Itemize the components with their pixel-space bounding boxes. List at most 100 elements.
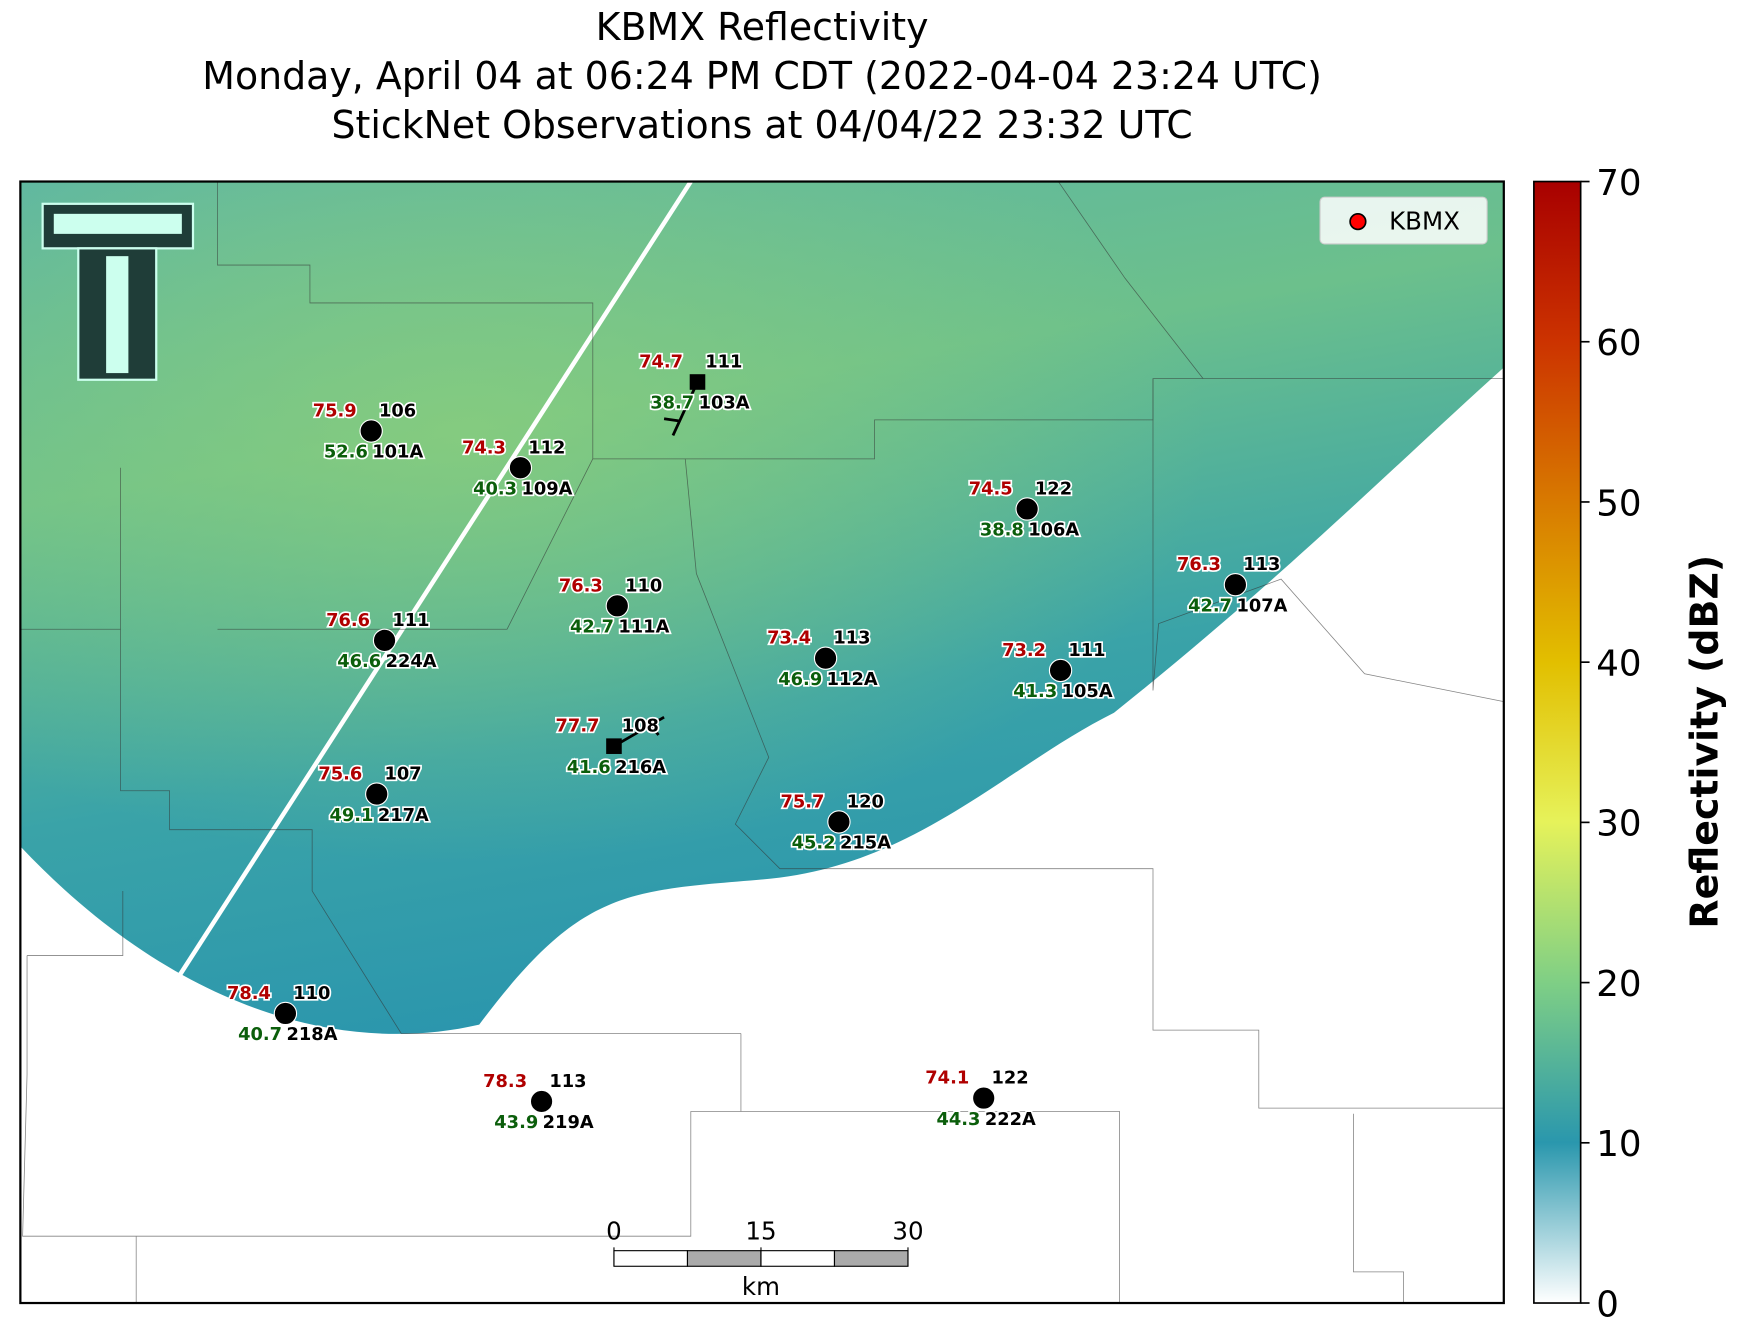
dewpoint: 41.3 <box>1013 681 1057 702</box>
logo <box>41 202 195 381</box>
pressure: 113 <box>1243 554 1280 575</box>
station-id: 103A <box>699 393 750 414</box>
colorbar-tick-label: 70 <box>1596 163 1641 204</box>
station-id: 222A <box>985 1109 1036 1130</box>
temperature: 75.7 <box>781 791 825 812</box>
dewpoint: 41.6 <box>567 757 611 778</box>
temperature: 74.3 <box>462 437 506 458</box>
pressure: 122 <box>992 1068 1029 1089</box>
legend: KBMX <box>1319 196 1488 245</box>
pressure: 110 <box>625 575 662 596</box>
map-frame <box>19 180 1505 1305</box>
dewpoint: 43.9 <box>494 1112 538 1133</box>
pressure: 110 <box>293 983 330 1004</box>
dewpoint: 52.6 <box>324 442 368 463</box>
station-id: 111A <box>618 617 669 638</box>
pressure: 113 <box>549 1071 586 1092</box>
temperature: 77.7 <box>556 716 600 737</box>
subtitle: Monday, April 04 at 06:24 PM CDT (2022-0… <box>202 54 1322 98</box>
subtitle: StickNet Observations at 04/04/22 23:32 … <box>331 103 1192 147</box>
pressure: 111 <box>705 352 742 373</box>
dewpoint: 40.3 <box>473 478 517 499</box>
title: KBMX Reflectivity <box>596 5 929 49</box>
pressure: 112 <box>528 437 565 458</box>
temperature: 75.6 <box>318 764 362 785</box>
station-id: 112A <box>827 669 878 690</box>
station-id: 105A <box>1062 681 1113 702</box>
pressure: 120 <box>847 791 884 812</box>
station-marker <box>1015 497 1039 521</box>
scale-segment <box>613 1250 689 1267</box>
colorbar-label: Reflectivity (dBZ) <box>1683 555 1727 929</box>
scale-segment <box>833 1250 909 1267</box>
temperature: 78.4 <box>227 983 271 1004</box>
temperature: 73.4 <box>767 628 811 649</box>
dewpoint: 40.7 <box>238 1024 282 1045</box>
scale-unit: km <box>742 1272 780 1301</box>
station-id: 109A <box>522 478 573 499</box>
dewpoint: 38.8 <box>980 520 1024 541</box>
legend-label: KBMX <box>1389 206 1460 235</box>
station-marker <box>359 419 383 443</box>
station-marker <box>365 782 389 806</box>
dewpoint: 46.9 <box>778 669 822 690</box>
station-id: 106A <box>1028 520 1079 541</box>
station-id: 218A <box>287 1024 338 1045</box>
station-id: 107A <box>1237 595 1288 616</box>
colorbar <box>1533 180 1582 1304</box>
temperature: 76.6 <box>326 610 370 631</box>
scale-tick-label: 30 <box>892 1217 923 1246</box>
pressure: 108 <box>622 716 659 737</box>
dewpoint: 42.7 <box>570 617 614 638</box>
legend-marker <box>1349 212 1367 231</box>
station-marker <box>813 646 838 670</box>
pressure: 113 <box>833 628 870 649</box>
dewpoint: 42.7 <box>1188 595 1232 616</box>
stations: 75.9 106 52.6 101A 74.3 112 40.3 109A 74.7 111 38.… <box>225 350 1289 1135</box>
station-marker <box>605 594 629 618</box>
radar-echo <box>20 181 1504 1034</box>
pressure: 111 <box>1068 640 1105 661</box>
colorbar-tick-label: 10 <box>1596 1124 1641 1165</box>
legend-box <box>1319 196 1488 245</box>
temperature: 75.9 <box>313 401 357 422</box>
dewpoint: 46.6 <box>337 651 381 672</box>
station-id: 217A <box>378 805 429 826</box>
temperature: 74.1 <box>925 1068 969 1089</box>
station-marker <box>972 1086 996 1110</box>
station-marker <box>372 628 397 653</box>
colorbar-tick-label: 30 <box>1596 804 1641 845</box>
colorbar-tick-label: 20 <box>1596 964 1641 1005</box>
temperature: 74.5 <box>969 478 1013 499</box>
station-marker <box>529 1089 554 1114</box>
station-marker <box>1048 658 1073 683</box>
temperature: 76.3 <box>559 575 603 596</box>
station-id: 224A <box>386 651 437 672</box>
pressure: 106 <box>379 401 416 422</box>
dewpoint: 38.7 <box>650 393 694 414</box>
scale-tick-label: 15 <box>745 1217 776 1246</box>
colorbar-tick-label: 0 <box>1596 1284 1619 1325</box>
temperature: 73.2 <box>1002 640 1046 661</box>
county-lines <box>20 181 1504 1304</box>
wind-barb <box>613 716 665 748</box>
station-marker <box>827 810 851 834</box>
temperature: 74.7 <box>639 352 683 373</box>
pressure: 107 <box>385 764 422 785</box>
scale-segment <box>686 1250 762 1267</box>
wind-barb <box>663 381 699 437</box>
map: 75.9 106 52.6 101A 74.3 112 40.3 109A 74.7 111 38.… <box>20 181 1504 1304</box>
dewpoint: 44.3 <box>936 1109 980 1130</box>
colorbar-tick-label: 50 <box>1596 483 1641 524</box>
pressure: 122 <box>1035 478 1072 499</box>
station-marker <box>1223 572 1248 597</box>
temperature: 78.3 <box>483 1071 527 1092</box>
dewpoint: 49.1 <box>329 805 373 826</box>
scale-bar: 0 15 30 km <box>606 1217 923 1302</box>
station-id: 101A <box>372 442 423 463</box>
pressure: 111 <box>392 610 429 631</box>
scale-tick-label: 0 <box>606 1217 622 1246</box>
colorbar-tick-label: 60 <box>1596 323 1641 364</box>
